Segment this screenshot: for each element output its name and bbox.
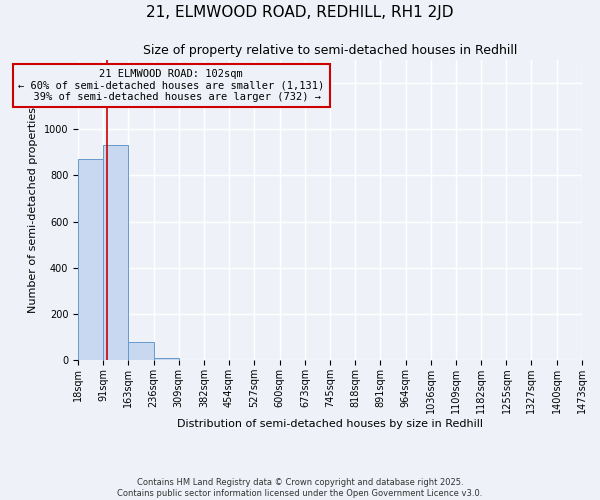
Bar bbox=[78, 159, 103, 360]
Y-axis label: Number of semi-detached properties: Number of semi-detached properties bbox=[28, 107, 38, 313]
Text: Contains HM Land Registry data © Crown copyright and database right 2025.
Contai: Contains HM Land Registry data © Crown c… bbox=[118, 478, 482, 498]
X-axis label: Distribution of semi-detached houses by size in Redhill: Distribution of semi-detached houses by … bbox=[177, 419, 483, 429]
Bar bbox=[103, 146, 128, 360]
Text: 21, ELMWOOD ROAD, REDHILL, RH1 2JD: 21, ELMWOOD ROAD, REDHILL, RH1 2JD bbox=[146, 5, 454, 20]
Text: 21 ELMWOOD ROAD: 102sqm
← 60% of semi-detached houses are smaller (1,131)
  39% : 21 ELMWOOD ROAD: 102sqm ← 60% of semi-de… bbox=[18, 69, 325, 102]
Title: Size of property relative to semi-detached houses in Redhill: Size of property relative to semi-detach… bbox=[143, 44, 517, 58]
Bar bbox=[128, 342, 154, 360]
Bar bbox=[154, 358, 179, 360]
